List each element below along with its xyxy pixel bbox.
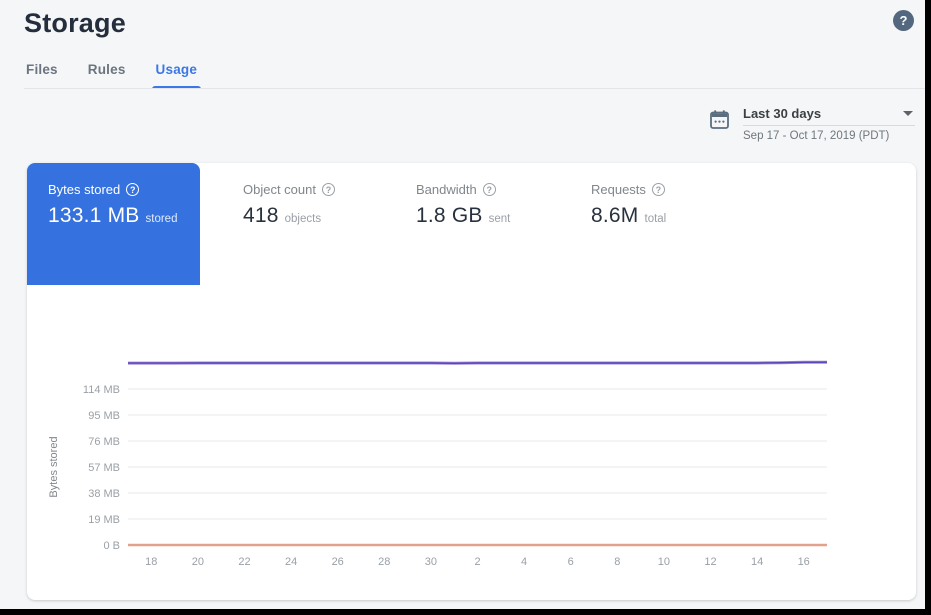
svg-text:19 MB: 19 MB: [88, 514, 120, 526]
svg-text:114 MB: 114 MB: [83, 384, 120, 396]
svg-text:0 B: 0 B: [103, 540, 120, 552]
svg-text:20: 20: [192, 556, 204, 568]
metric-value: 418: [243, 204, 279, 227]
metric-label: Requests: [591, 182, 646, 197]
metric-unit: objects: [284, 213, 322, 225]
svg-text:28: 28: [378, 556, 390, 568]
date-range-detail: Sep 17 - Oct 17, 2019 (PDT): [743, 130, 890, 142]
window-frame-right: [925, 0, 931, 615]
metric-label: Bytes stored: [48, 182, 121, 197]
help-circle-icon[interactable]: ?: [126, 183, 140, 196]
svg-text:30: 30: [425, 556, 437, 568]
help-circle-icon[interactable]: ?: [651, 183, 665, 196]
svg-text:18: 18: [145, 556, 157, 568]
metric-label: Bandwidth: [416, 182, 477, 197]
metric-value: 1.8 GB: [416, 204, 483, 227]
usage-panel: Bytes stored ? 133.1 MB stored Object co…: [27, 163, 916, 600]
tab-usage[interactable]: Usage: [151, 56, 201, 89]
svg-text:10: 10: [658, 556, 670, 568]
help-circle-icon[interactable]: ?: [322, 183, 335, 196]
date-range-label: Last 30 days: [743, 106, 822, 121]
metric-unit: sent: [488, 213, 511, 225]
bytes-stored-chart[interactable]: 0 B 19 MB 38 MB 57 MB 76 MB 95 MB 114 MB 18 20 22…: [27, 330, 916, 580]
tab-rules[interactable]: Rules: [87, 62, 126, 77]
page-title: Storage: [24, 8, 126, 38]
svg-text:95 MB: 95 MB: [88, 410, 120, 422]
svg-text:38 MB: 38 MB: [88, 488, 120, 500]
calendar-icon: [709, 109, 730, 135]
svg-text:2: 2: [474, 556, 480, 568]
svg-text:76 MB: 76 MB: [88, 436, 120, 448]
tab-bar: Files Rules Usage: [24, 56, 201, 89]
tabs-divider: [24, 88, 925, 89]
metric-card-bandwidth[interactable]: Bandwidth ? 1.8 GB sent: [395, 163, 568, 285]
metric-card-bytes-stored[interactable]: Bytes stored ? 133.1 MB stored: [27, 163, 200, 285]
metric-card-requests[interactable]: Requests ? 8.6M total: [570, 163, 743, 285]
metric-label: Object count: [243, 182, 316, 197]
svg-text:57 MB: 57 MB: [88, 462, 120, 474]
svg-text:26: 26: [332, 556, 344, 568]
metric-card-object-count[interactable]: Object count ? 418 objects: [222, 163, 395, 285]
metric-value: 8.6M: [591, 204, 639, 227]
tab-files[interactable]: Files: [26, 62, 58, 77]
svg-text:Bytes stored: Bytes stored: [48, 436, 60, 497]
svg-text:12: 12: [704, 556, 716, 568]
window-frame-bottom: [0, 609, 931, 615]
svg-text:4: 4: [521, 556, 527, 568]
help-circle-icon[interactable]: ?: [482, 183, 496, 196]
svg-text:8: 8: [614, 556, 620, 568]
metric-unit: total: [644, 213, 667, 225]
svg-text:24: 24: [285, 556, 297, 568]
svg-text:6: 6: [568, 556, 574, 568]
date-range-selector[interactable]: Last 30 days Sep 17 - Oct 17, 2019 (PDT): [709, 106, 915, 144]
help-icon[interactable]: ?: [893, 10, 914, 31]
svg-text:14: 14: [751, 556, 763, 568]
svg-text:22: 22: [238, 556, 250, 568]
metric-value: 133.1 MB: [48, 204, 140, 227]
chevron-down-icon: [903, 111, 913, 116]
date-range-text: Last 30 days Sep 17 - Oct 17, 2019 (PDT): [743, 106, 915, 144]
svg-text:16: 16: [798, 556, 810, 568]
metric-unit: stored: [145, 213, 178, 225]
